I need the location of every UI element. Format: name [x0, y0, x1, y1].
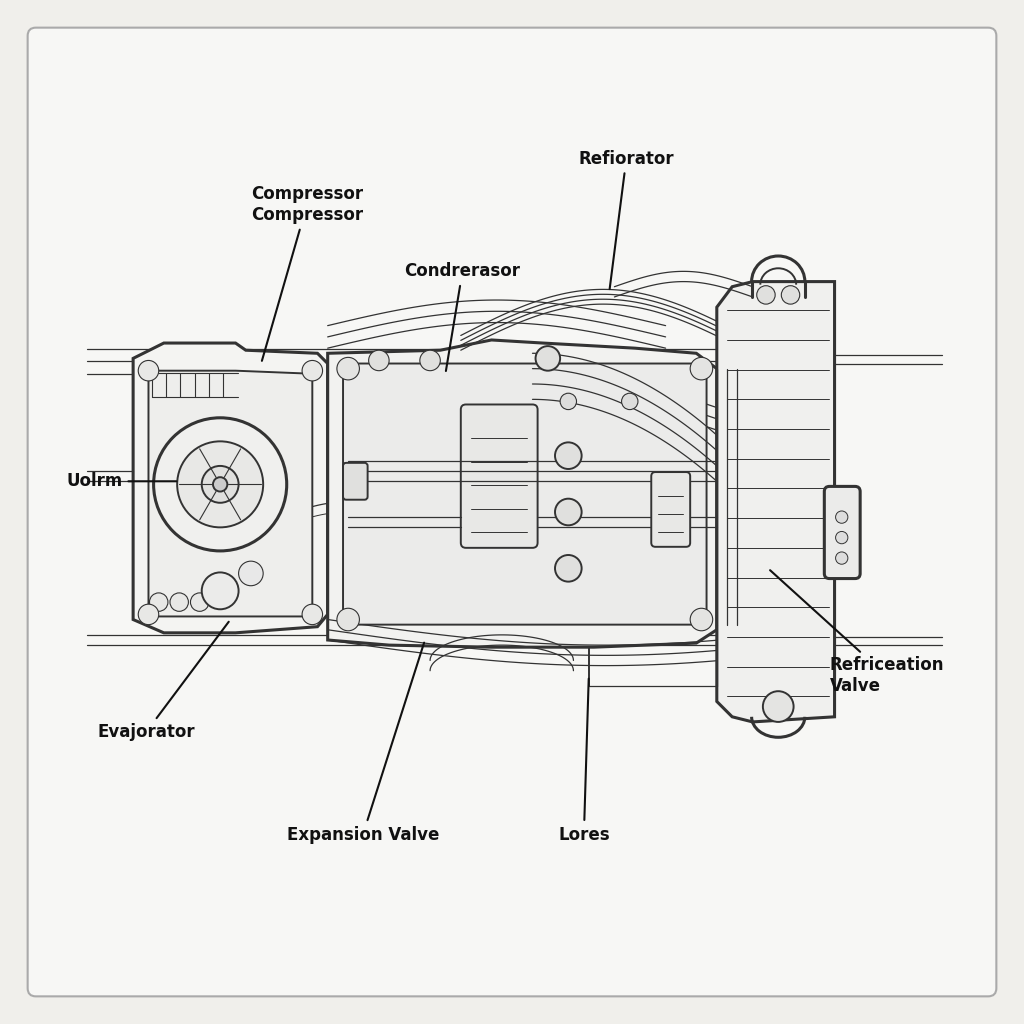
Text: Compressor
Compressor: Compressor Compressor — [251, 185, 362, 360]
Circle shape — [190, 593, 209, 611]
Circle shape — [202, 466, 239, 503]
Polygon shape — [717, 282, 835, 722]
Circle shape — [337, 357, 359, 380]
Circle shape — [138, 604, 159, 625]
Circle shape — [836, 531, 848, 544]
Polygon shape — [328, 340, 717, 647]
Text: Evajorator: Evajorator — [97, 622, 228, 741]
FancyBboxPatch shape — [824, 486, 860, 579]
Circle shape — [337, 608, 359, 631]
Circle shape — [763, 691, 794, 722]
Circle shape — [757, 286, 775, 304]
Circle shape — [154, 418, 287, 551]
Circle shape — [690, 608, 713, 631]
Circle shape — [555, 555, 582, 582]
Circle shape — [177, 441, 263, 527]
FancyBboxPatch shape — [343, 463, 368, 500]
Circle shape — [170, 593, 188, 611]
Circle shape — [302, 360, 323, 381]
Circle shape — [138, 360, 159, 381]
Text: Lores: Lores — [558, 679, 609, 844]
Circle shape — [420, 350, 440, 371]
Text: Refiorator: Refiorator — [579, 150, 674, 289]
Circle shape — [239, 561, 263, 586]
Circle shape — [536, 346, 560, 371]
FancyBboxPatch shape — [651, 472, 690, 547]
FancyBboxPatch shape — [461, 404, 538, 548]
Circle shape — [555, 442, 582, 469]
Text: Expansion Valve: Expansion Valve — [287, 643, 439, 844]
Circle shape — [560, 393, 577, 410]
Polygon shape — [133, 343, 328, 633]
Circle shape — [369, 350, 389, 371]
Circle shape — [836, 552, 848, 564]
Circle shape — [836, 511, 848, 523]
FancyBboxPatch shape — [28, 28, 996, 996]
Circle shape — [302, 604, 323, 625]
Polygon shape — [343, 364, 707, 625]
Circle shape — [150, 593, 168, 611]
Circle shape — [213, 477, 227, 492]
Circle shape — [555, 499, 582, 525]
Circle shape — [690, 357, 713, 380]
Circle shape — [202, 572, 239, 609]
Polygon shape — [148, 371, 312, 616]
Text: Uolrm: Uolrm — [67, 472, 176, 490]
Circle shape — [622, 393, 638, 410]
Text: Condrerasor: Condrerasor — [404, 262, 520, 371]
Text: Refriceation
Valve: Refriceation Valve — [770, 570, 944, 695]
Circle shape — [781, 286, 800, 304]
